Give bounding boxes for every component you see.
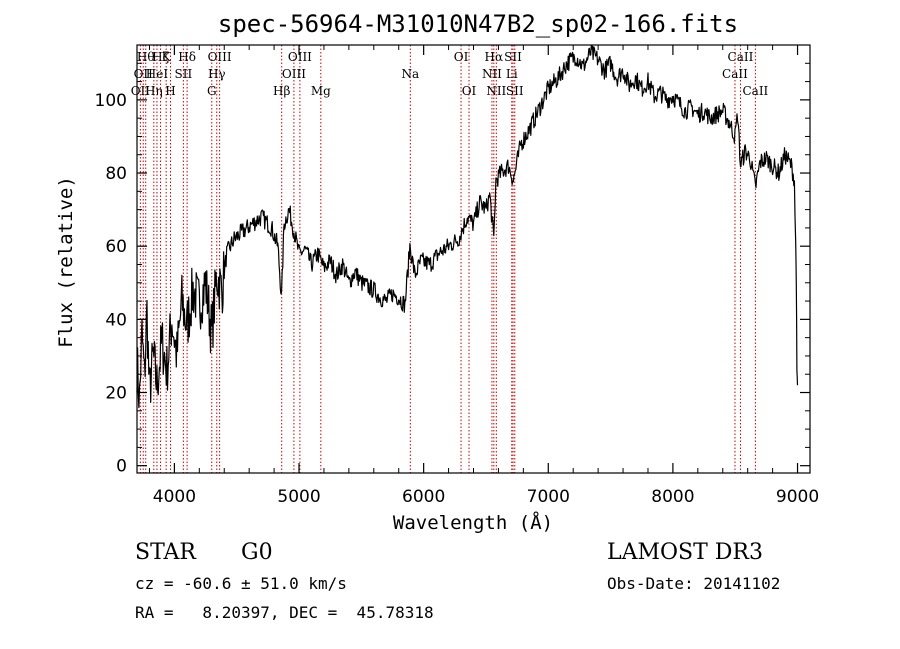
spectral-line-label: Hζ xyxy=(152,50,169,64)
spectral-line-label: OII xyxy=(134,67,154,81)
spectral-line-label: OI xyxy=(462,84,477,98)
spectral-line-label: CaII xyxy=(728,50,754,64)
y-axis-title: Flux (relative) xyxy=(55,176,77,348)
spectral-line-label: SII xyxy=(504,50,522,64)
x-axis: 4000 5000 6000 7000 8000 9000 xyxy=(148,45,819,507)
y-tick-label: 40 xyxy=(105,310,127,330)
spectral-line-label: CaII xyxy=(742,84,768,98)
spectral-line-label: Hδ xyxy=(178,50,196,64)
spectral-line-label: Hα xyxy=(485,50,504,64)
spectral-line-label: SII xyxy=(175,67,193,81)
obs-date-text: Obs-Date: 20141102 xyxy=(607,574,781,593)
plot-frame xyxy=(136,44,811,474)
spectral-line-label: SII xyxy=(506,84,524,98)
survey-name: LAMOST DR3 xyxy=(607,540,763,565)
spectral-line-label: OIII xyxy=(282,67,306,81)
y-tick-label: 100 xyxy=(95,91,127,111)
spectral-line-label: OII xyxy=(131,84,151,98)
object-subclass: G0 xyxy=(241,540,273,565)
spectral-line-label: OIII xyxy=(288,50,312,64)
y-tick-label: 80 xyxy=(105,164,127,184)
spectral-line-labels: OIIOIIHθHηHeIHζKHSIIHδGHγOIIIHβOIIIOIIIM… xyxy=(131,50,769,98)
spectral-line-label: OIII xyxy=(208,50,232,64)
y-tick-label: 60 xyxy=(105,237,127,257)
x-tick-label: 6000 xyxy=(402,487,445,507)
x-tick-label: 4000 xyxy=(153,487,196,507)
x-tick-label: 8000 xyxy=(651,487,694,507)
spectral-line-label: H xyxy=(165,84,175,98)
x-tick-label: 7000 xyxy=(527,487,570,507)
spectral-line-label: OI xyxy=(454,50,469,64)
redshift-text: cz = -60.6 ± 51.0 km/s xyxy=(135,574,347,593)
chart-title: spec-56964-M31010N47B2_sp02-166.fits xyxy=(218,10,738,38)
spectral-line-label: Hγ xyxy=(208,67,226,81)
spectral-line-label: HeI xyxy=(146,67,169,81)
object-class: STAR xyxy=(135,540,196,565)
spectral-line-label: Mg xyxy=(311,84,331,98)
y-axis: 0 20 40 60 80 100 xyxy=(95,62,810,477)
spectral-line-label: Hβ xyxy=(273,84,290,98)
spectral-line-label: NII xyxy=(482,67,502,81)
spectrum-series xyxy=(136,44,799,409)
x-tick-label: 9000 xyxy=(776,487,819,507)
spectral-line-label: NII xyxy=(486,84,506,98)
spectral-line-label: Na xyxy=(401,67,419,81)
coordinates-text: RA = 8.20397, DEC = 45.78318 xyxy=(135,603,434,622)
spectral-line-label: CaII xyxy=(722,67,748,81)
spectral-line-label: K xyxy=(162,50,172,64)
spectral-line-label: Li xyxy=(506,67,518,81)
spectral-line-label: Hη xyxy=(145,84,163,98)
x-axis-title: Wavelength (Å) xyxy=(393,511,553,534)
y-tick-label: 20 xyxy=(105,384,127,404)
spectral-line-label: G xyxy=(207,84,217,98)
spectral-line-label: Hθ xyxy=(137,50,155,64)
spectral-lines xyxy=(139,45,756,473)
y-tick-label: 0 xyxy=(116,457,127,477)
x-tick-label: 5000 xyxy=(277,487,320,507)
